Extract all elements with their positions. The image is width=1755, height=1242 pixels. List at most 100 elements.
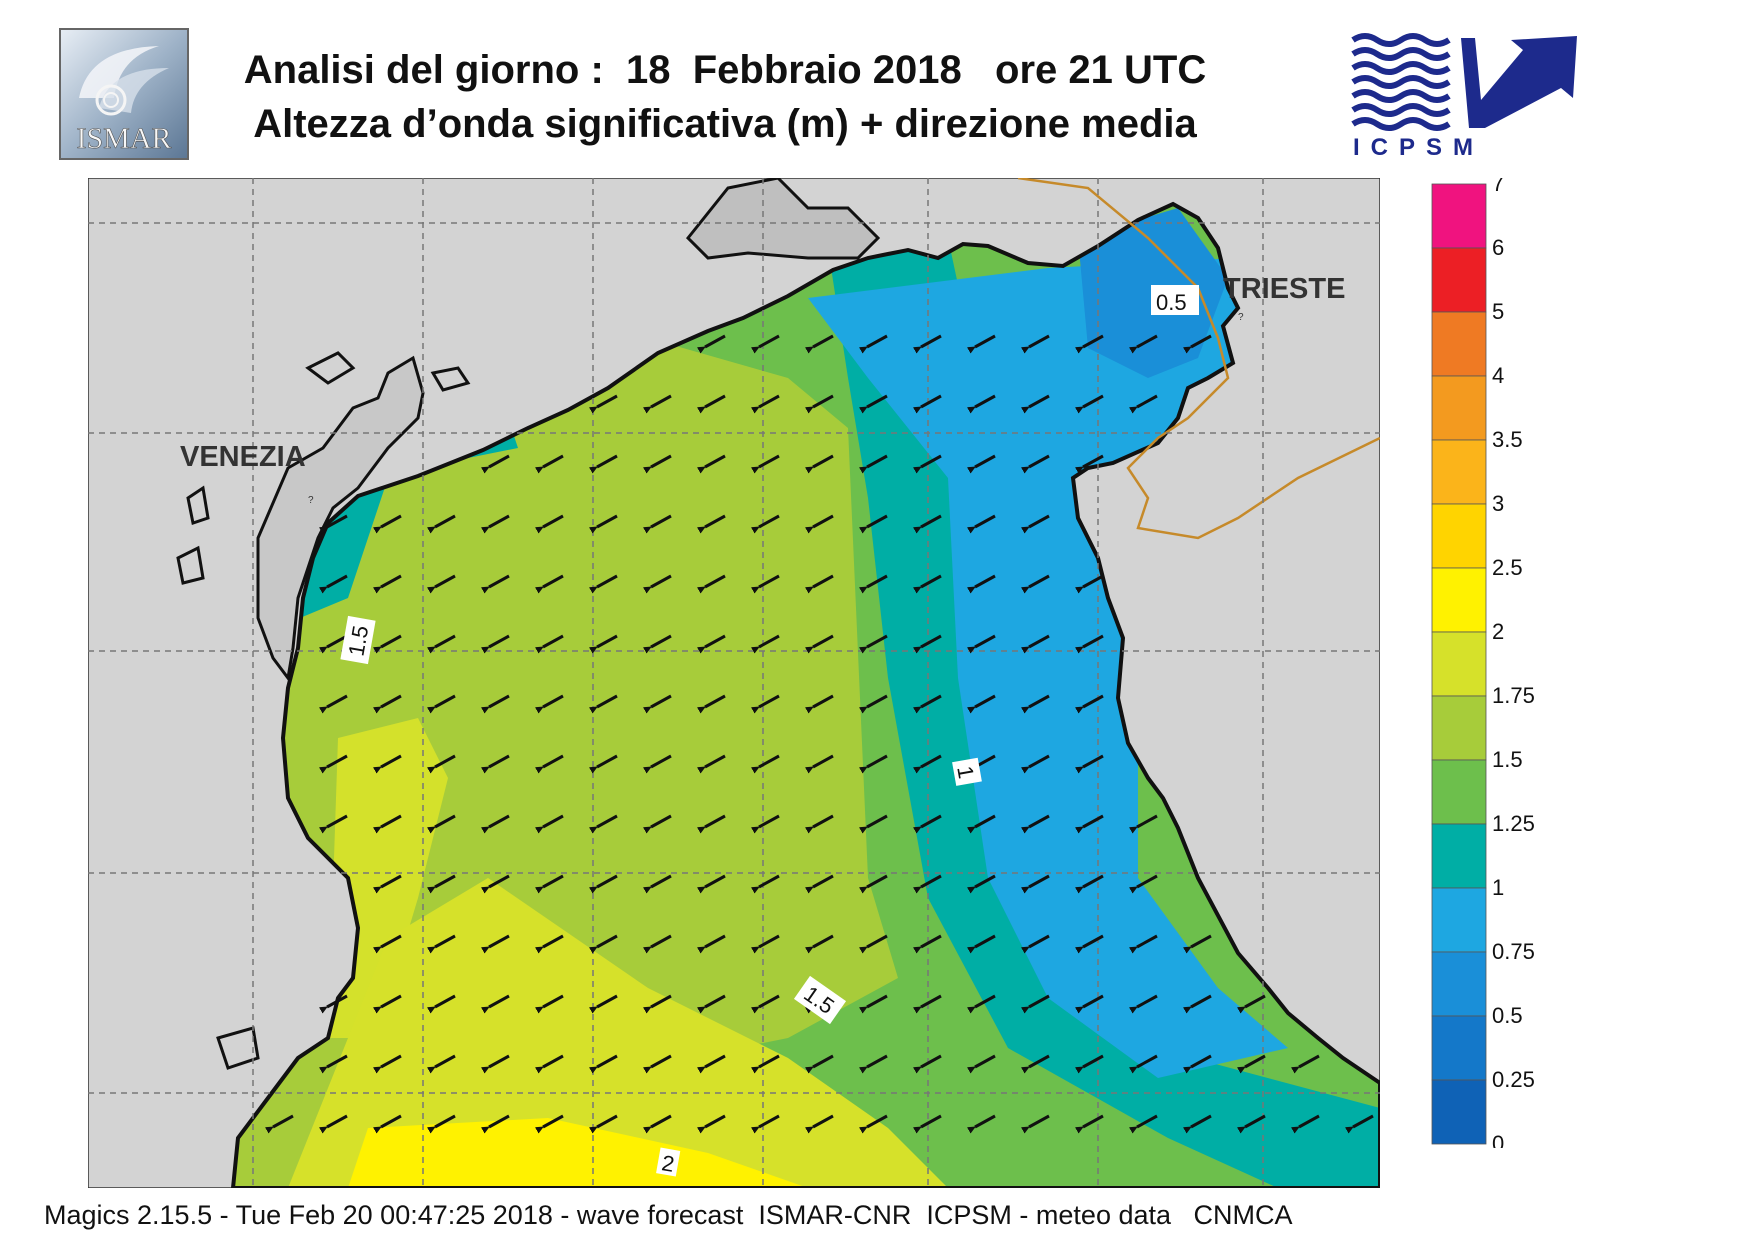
contour-label: 2 — [660, 1150, 676, 1177]
wave-arrow — [975, 454, 996, 467]
colorbar-swatches — [1431, 183, 1487, 1145]
wave-arrow — [435, 1054, 456, 1067]
wave-arrow — [1029, 514, 1050, 527]
wave-arrow — [543, 934, 564, 947]
national-border — [1017, 178, 1380, 540]
wave-arrow — [1083, 334, 1104, 347]
wave-arrow — [1083, 394, 1104, 407]
wave-arrow — [651, 694, 672, 707]
wave-arrow — [489, 514, 510, 527]
icpsm-logo-text: ICPSM — [1353, 134, 1484, 160]
wave-arrow — [1299, 1054, 1320, 1067]
wave-arrow — [705, 1054, 726, 1067]
wave-arrow — [1029, 394, 1050, 407]
wave-arrow — [921, 1114, 942, 1127]
wave-arrow — [1083, 754, 1104, 767]
wave-arrow — [921, 334, 942, 347]
wave-arrow — [921, 814, 942, 827]
venice-lagoon — [176, 351, 471, 1070]
wave-arrow — [759, 394, 780, 407]
wave-arrow — [381, 1054, 402, 1067]
wave-arrow — [975, 634, 996, 647]
colorbar-label: 2 — [1492, 619, 1504, 644]
wave-arrow — [327, 1114, 348, 1127]
wave-arrow — [867, 934, 888, 947]
wave-arrow — [705, 394, 726, 407]
colorbar-swatch — [1431, 183, 1487, 249]
wave-arrow — [435, 994, 456, 1007]
colorbar-label: 5 — [1492, 299, 1504, 324]
colorbar-label: 4 — [1492, 363, 1504, 388]
wave-arrow — [543, 874, 564, 887]
wave-arrow — [975, 994, 996, 1007]
wave-arrow — [975, 934, 996, 947]
colorbar-swatch — [1431, 1079, 1487, 1145]
wave-arrow — [1083, 1054, 1104, 1067]
wave-arrow — [543, 1054, 564, 1067]
colorbar-label: 1 — [1492, 875, 1504, 900]
colorbar-swatch — [1431, 631, 1487, 697]
wave-arrow — [813, 634, 834, 647]
wave-arrow — [327, 754, 348, 767]
wave-arrow — [327, 514, 348, 527]
wave-arrow — [435, 634, 456, 647]
wave-arrow — [975, 514, 996, 527]
wave-arrow — [813, 874, 834, 887]
wave-arrow — [975, 574, 996, 587]
footer-credits: Magics 2.15.5 - Tue Feb 20 00:47:25 2018… — [44, 1200, 1293, 1230]
wave-arrow — [489, 1054, 510, 1067]
wave-arrow — [1083, 994, 1104, 1007]
wave-arrow — [651, 874, 672, 887]
wave-arrow — [1083, 874, 1104, 887]
wave-arrow — [597, 754, 618, 767]
wave-arrow — [1029, 694, 1050, 707]
wave-arrow — [867, 334, 888, 347]
wave-arrow — [705, 874, 726, 887]
wave-arrow — [651, 994, 672, 1007]
wave-arrow — [1083, 934, 1104, 947]
wave-arrow — [1191, 994, 1212, 1007]
wave-arrow — [705, 814, 726, 827]
wave-arrow — [921, 454, 942, 467]
wave-arrow — [867, 454, 888, 467]
wave-arrow — [651, 454, 672, 467]
wave-arrow — [921, 874, 942, 887]
wave-arrow — [759, 874, 780, 887]
wave-arrow — [1137, 394, 1158, 407]
wave-arrow — [381, 814, 402, 827]
svg-text:?: ? — [1238, 312, 1244, 323]
wave-arrow — [867, 574, 888, 587]
wave-arrow — [867, 634, 888, 647]
wave-arrow — [1245, 1114, 1266, 1127]
wave-arrow — [921, 694, 942, 707]
wave-arrow — [489, 634, 510, 647]
wave-arrow — [1029, 574, 1050, 587]
wave-arrow — [651, 934, 672, 947]
colorbar-swatch — [1431, 567, 1487, 633]
wave-arrow — [705, 1114, 726, 1127]
wave-arrow — [651, 814, 672, 827]
wave-arrow — [759, 814, 780, 827]
wave-arrow — [705, 334, 726, 347]
colorbar-label: 3.5 — [1492, 427, 1523, 452]
wave-arrow — [435, 934, 456, 947]
colorbar-label: 0.75 — [1492, 939, 1535, 964]
wave-arrow — [381, 754, 402, 767]
wave-arrow — [975, 694, 996, 707]
colorbar-swatch — [1431, 311, 1487, 377]
colorbar-label: 1.75 — [1492, 683, 1535, 708]
wave-arrow — [381, 574, 402, 587]
wave-arrow — [813, 934, 834, 947]
wave-arrow — [705, 514, 726, 527]
svg-text:?: ? — [308, 495, 314, 506]
wave-arrow — [1137, 1114, 1158, 1127]
contour-label: 1.5 — [343, 624, 373, 658]
colorbar-swatch — [1431, 695, 1487, 761]
wave-arrow — [327, 814, 348, 827]
wave-arrow — [543, 814, 564, 827]
colorbar-label: 1.25 — [1492, 811, 1535, 836]
wave-arrow — [543, 694, 564, 707]
colorbar-swatch — [1431, 887, 1487, 953]
wave-arrow — [921, 634, 942, 647]
wave-arrow — [651, 574, 672, 587]
